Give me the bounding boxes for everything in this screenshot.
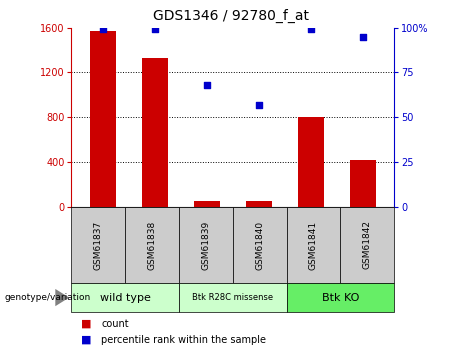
Bar — [194, 201, 220, 207]
Text: ■: ■ — [81, 319, 91, 329]
Text: GSM61837: GSM61837 — [94, 220, 103, 269]
Point — [307, 27, 314, 32]
Text: GDS1346 / 92780_f_at: GDS1346 / 92780_f_at — [153, 9, 308, 23]
Point — [151, 27, 159, 32]
Text: Btk KO: Btk KO — [322, 293, 359, 303]
Text: GSM61841: GSM61841 — [309, 220, 318, 269]
Text: percentile rank within the sample: percentile rank within the sample — [101, 335, 266, 345]
Text: GSM61840: GSM61840 — [255, 220, 264, 269]
Text: genotype/variation: genotype/variation — [5, 293, 91, 302]
Point — [359, 34, 366, 39]
Text: GSM61838: GSM61838 — [148, 220, 157, 269]
Text: GSM61839: GSM61839 — [201, 220, 210, 269]
Text: Btk R28C missense: Btk R28C missense — [192, 293, 273, 302]
Point — [255, 102, 262, 108]
Text: ■: ■ — [81, 335, 91, 345]
Bar — [350, 160, 376, 207]
Text: count: count — [101, 319, 129, 329]
Bar — [298, 117, 324, 207]
Bar — [90, 31, 116, 207]
Point — [203, 82, 211, 88]
Text: GSM61842: GSM61842 — [363, 220, 372, 269]
Text: wild type: wild type — [100, 293, 151, 303]
Bar — [246, 201, 272, 207]
Point — [99, 27, 106, 32]
Bar — [142, 58, 168, 207]
